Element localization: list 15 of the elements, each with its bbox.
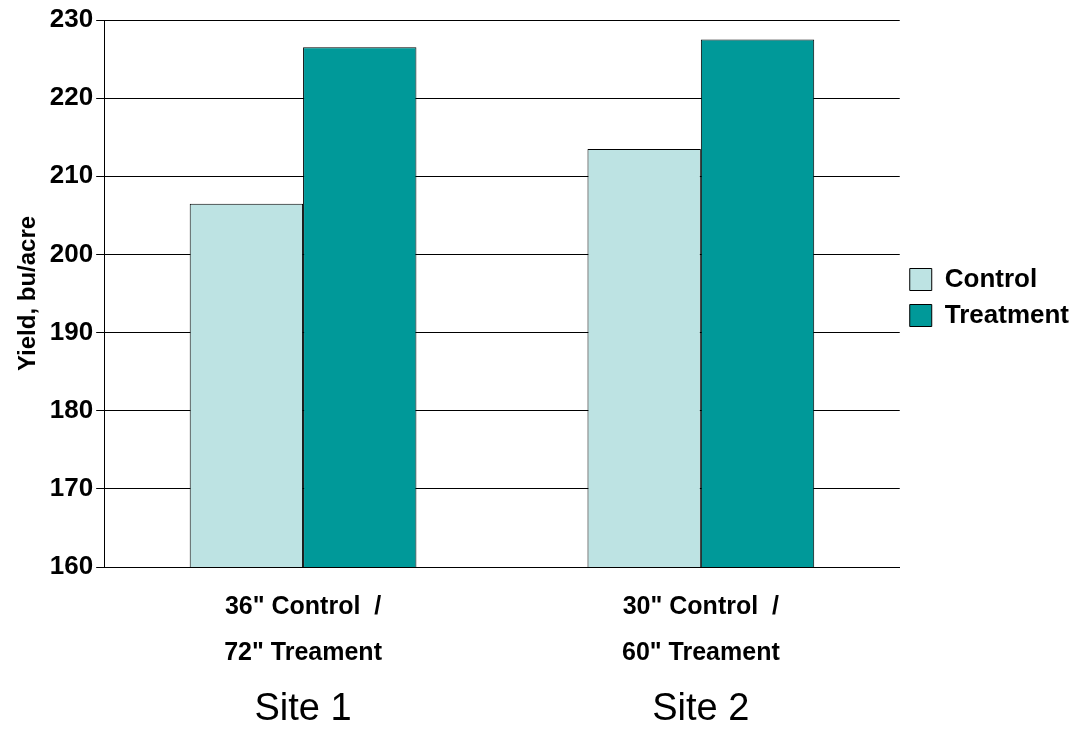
y-tick-label: 180 (49, 393, 94, 424)
annotation: Site 2 (652, 686, 750, 729)
x-tick-label: 36" Control / 72" Treament (224, 591, 383, 666)
y-tick-label: 190 (49, 315, 94, 346)
x-tick-label: 30" Control / 60" Treament (621, 591, 781, 666)
annotation: Site 1 (254, 686, 352, 729)
y-axis-title: Yield, bu/acre (13, 215, 41, 372)
y-tick-label: 160 (49, 550, 94, 581)
y-tick-label: 170 (49, 472, 94, 503)
y-tick-label: 200 (49, 237, 94, 268)
y-tick-label: 220 (49, 81, 94, 112)
legend-label: Treatment (944, 298, 1070, 329)
legend-label: Control (944, 262, 1038, 293)
y-tick-label: 230 (49, 3, 94, 34)
y-tick-label: 210 (49, 159, 94, 190)
